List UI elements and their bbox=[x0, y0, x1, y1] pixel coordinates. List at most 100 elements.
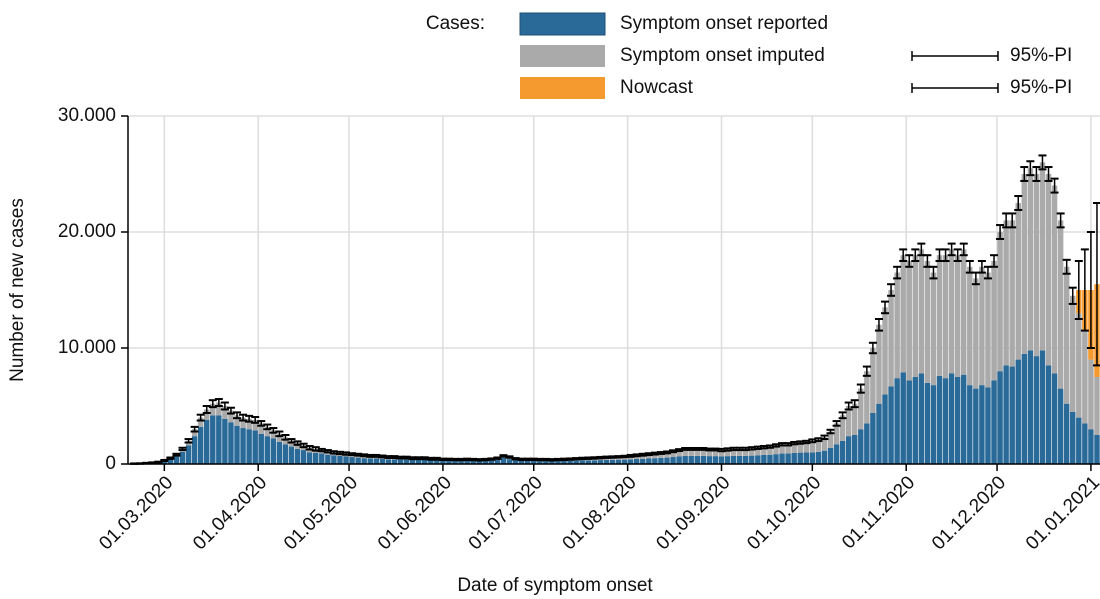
bar-segment bbox=[325, 454, 331, 464]
bar-segment bbox=[234, 425, 240, 464]
bar-segment bbox=[821, 437, 828, 451]
error-bar bbox=[844, 401, 853, 411]
error-bar bbox=[317, 447, 326, 453]
bar-segment bbox=[228, 422, 234, 464]
error-bar bbox=[808, 438, 817, 444]
error-bar bbox=[893, 265, 902, 280]
bar-segment bbox=[858, 429, 864, 464]
error-bar bbox=[881, 300, 890, 315]
bar-segment bbox=[815, 439, 822, 452]
error-bar bbox=[1032, 166, 1041, 182]
error-bar bbox=[1050, 177, 1059, 194]
bar-segment bbox=[706, 456, 713, 464]
bar-segment bbox=[585, 460, 591, 464]
bar-segment bbox=[222, 418, 228, 464]
bar-segment bbox=[452, 461, 458, 464]
x-tick-label: 01.04.2020 bbox=[189, 472, 271, 554]
bar-segment bbox=[954, 255, 961, 377]
bar-segment bbox=[809, 452, 816, 464]
bar-segment bbox=[997, 232, 1003, 372]
bar-segment bbox=[1070, 411, 1076, 464]
bar-segment bbox=[936, 375, 943, 464]
bar-segment bbox=[179, 451, 186, 464]
bar-segment bbox=[991, 380, 997, 464]
legend-swatch bbox=[520, 77, 605, 99]
bar-segment bbox=[1045, 365, 1052, 464]
bar-segment bbox=[573, 460, 579, 464]
error-bar bbox=[965, 260, 974, 274]
bar-segment bbox=[1027, 168, 1034, 351]
error-bar bbox=[923, 254, 932, 268]
legend-label: Nowcast bbox=[620, 77, 694, 98]
bar-segment bbox=[724, 449, 731, 457]
bar-segment bbox=[276, 441, 283, 464]
bar-segment bbox=[264, 426, 271, 437]
bar-segment bbox=[185, 445, 192, 464]
bar-segment bbox=[852, 435, 858, 464]
bar-segment bbox=[288, 440, 295, 447]
bar-segment bbox=[270, 430, 277, 439]
bar-segment bbox=[603, 459, 610, 464]
bar-segment bbox=[773, 445, 779, 455]
bar-segment bbox=[803, 441, 810, 453]
x-tick-label: 01.03.2020 bbox=[95, 472, 177, 554]
bar-segment bbox=[1015, 203, 1021, 360]
bar-segment bbox=[791, 452, 797, 464]
bar-segment bbox=[1088, 359, 1094, 430]
error-bar bbox=[862, 365, 871, 377]
bar-segment bbox=[664, 452, 670, 458]
bar-segment bbox=[403, 459, 410, 464]
bar-segment bbox=[518, 460, 525, 464]
bar-segment bbox=[924, 382, 931, 464]
bar-segment bbox=[549, 461, 555, 464]
legend-label: Symptom onset reported bbox=[620, 13, 828, 34]
error-bar bbox=[166, 456, 175, 460]
bar-segment bbox=[191, 436, 198, 464]
error-bar bbox=[220, 401, 229, 411]
bar-segment bbox=[1094, 435, 1100, 464]
error-bar bbox=[826, 428, 835, 435]
bar-segment bbox=[415, 459, 422, 464]
bar-segment bbox=[961, 374, 967, 464]
bar-segment bbox=[682, 455, 688, 464]
bar-segment bbox=[882, 394, 888, 464]
bar-segment bbox=[749, 448, 755, 456]
error-bar bbox=[208, 399, 217, 409]
bar-segment bbox=[973, 388, 979, 464]
bar-segment bbox=[730, 448, 737, 456]
bar-segment bbox=[785, 453, 791, 464]
bar-segment bbox=[767, 446, 773, 455]
bar-segment bbox=[670, 451, 676, 458]
x-tick-label: 01.07.2020 bbox=[465, 472, 547, 554]
error-bar bbox=[214, 398, 223, 407]
bar-segment bbox=[712, 449, 719, 457]
bar-segment bbox=[888, 386, 894, 464]
x-tick-label: 01.09.2020 bbox=[652, 472, 734, 554]
error-bar bbox=[239, 413, 248, 422]
error-bar bbox=[493, 456, 502, 460]
error-bar bbox=[874, 318, 883, 332]
x-tick-label: 01.10.2020 bbox=[743, 472, 825, 554]
bar-segment bbox=[1033, 356, 1040, 464]
bar-segment bbox=[676, 456, 682, 464]
bar-segment bbox=[361, 458, 367, 464]
bar-segment bbox=[306, 452, 313, 464]
bar-segment bbox=[276, 433, 283, 442]
bar-segment bbox=[742, 448, 749, 456]
error-bar bbox=[905, 254, 914, 268]
bar-segment bbox=[343, 456, 349, 464]
bar-segment bbox=[216, 415, 222, 464]
bar-segment bbox=[815, 451, 822, 464]
error-bar bbox=[251, 416, 260, 424]
bar-segment bbox=[1076, 313, 1082, 418]
error-bar bbox=[1068, 286, 1077, 305]
bar-segment bbox=[918, 373, 925, 464]
error-bar bbox=[959, 242, 968, 257]
bar-segment bbox=[761, 447, 767, 455]
bar-segment bbox=[1063, 266, 1070, 404]
bar-segment bbox=[1057, 388, 1064, 464]
bar-segment bbox=[827, 447, 834, 464]
x-tick-label: 01.01.2021 bbox=[1022, 472, 1100, 554]
bar-segment bbox=[888, 290, 894, 387]
error-bar bbox=[233, 411, 242, 420]
